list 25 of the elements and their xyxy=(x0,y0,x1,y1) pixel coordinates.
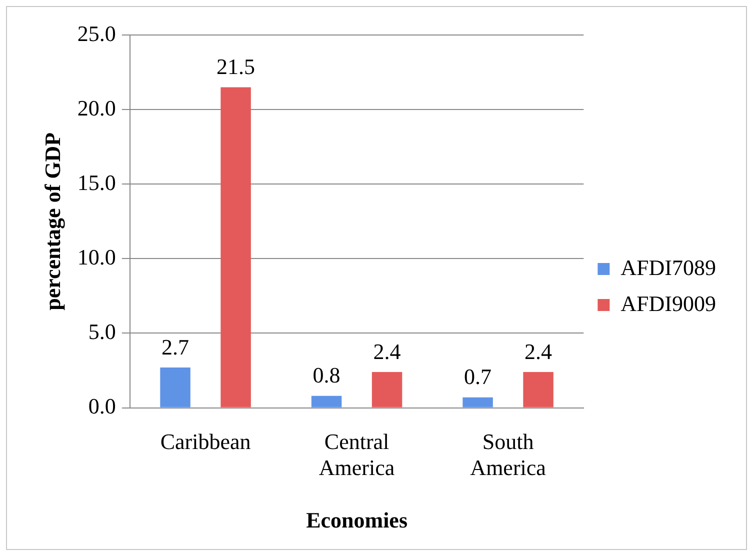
bar xyxy=(372,372,402,408)
data-label: 2.4 xyxy=(373,338,401,364)
bar xyxy=(462,397,493,408)
x-tick-label: Central America xyxy=(318,428,395,480)
y-tick-label: 5.0 xyxy=(88,319,116,344)
data-label: 21.5 xyxy=(216,54,256,79)
y-axis-title: percentage of GDP xyxy=(40,132,65,310)
bar xyxy=(160,368,190,408)
x-tick-label: South America xyxy=(470,428,546,480)
legend-label: AFDI9009 xyxy=(620,290,716,316)
bar xyxy=(220,87,251,408)
x-tick-label: Caribbean xyxy=(160,428,251,454)
y-tick-label: 0.0 xyxy=(88,394,116,419)
y-tick-label: 25.0 xyxy=(77,20,116,46)
bar xyxy=(311,396,342,408)
data-label: 2.7 xyxy=(162,334,190,360)
y-tick-label: 15.0 xyxy=(77,170,116,195)
y-tick-label: 10.0 xyxy=(77,244,116,270)
legend-label: AFDI7089 xyxy=(620,254,716,280)
y-tick-label: 20.0 xyxy=(77,95,116,120)
data-label: 0.7 xyxy=(464,364,492,390)
x-axis-title: Economies xyxy=(306,507,408,532)
data-label: 0.8 xyxy=(312,362,340,388)
data-label: 2.4 xyxy=(524,338,552,364)
bar xyxy=(523,372,554,408)
